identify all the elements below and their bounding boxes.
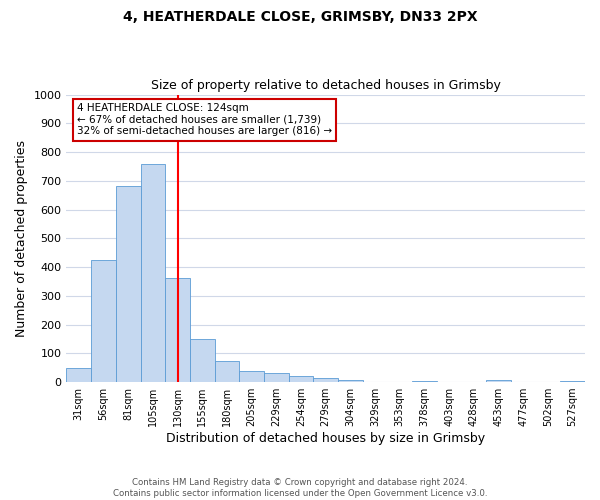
Bar bbox=[190, 339, 215, 382]
Bar bbox=[560, 380, 585, 382]
Bar bbox=[313, 378, 338, 382]
Bar bbox=[67, 368, 91, 382]
Bar bbox=[140, 164, 165, 382]
Bar bbox=[116, 186, 140, 382]
Text: 4, HEATHERDALE CLOSE, GRIMSBY, DN33 2PX: 4, HEATHERDALE CLOSE, GRIMSBY, DN33 2PX bbox=[122, 10, 478, 24]
Bar bbox=[289, 376, 313, 382]
Bar bbox=[264, 374, 289, 382]
Bar bbox=[215, 361, 239, 382]
Bar bbox=[338, 380, 363, 382]
Text: 4 HEATHERDALE CLOSE: 124sqm
← 67% of detached houses are smaller (1,739)
32% of : 4 HEATHERDALE CLOSE: 124sqm ← 67% of det… bbox=[77, 103, 332, 136]
Bar bbox=[91, 260, 116, 382]
Y-axis label: Number of detached properties: Number of detached properties bbox=[15, 140, 28, 337]
Text: Contains HM Land Registry data © Crown copyright and database right 2024.
Contai: Contains HM Land Registry data © Crown c… bbox=[113, 478, 487, 498]
Bar bbox=[239, 370, 264, 382]
Bar bbox=[486, 380, 511, 382]
Bar bbox=[165, 278, 190, 382]
Bar bbox=[412, 380, 437, 382]
X-axis label: Distribution of detached houses by size in Grimsby: Distribution of detached houses by size … bbox=[166, 432, 485, 445]
Title: Size of property relative to detached houses in Grimsby: Size of property relative to detached ho… bbox=[151, 79, 500, 92]
